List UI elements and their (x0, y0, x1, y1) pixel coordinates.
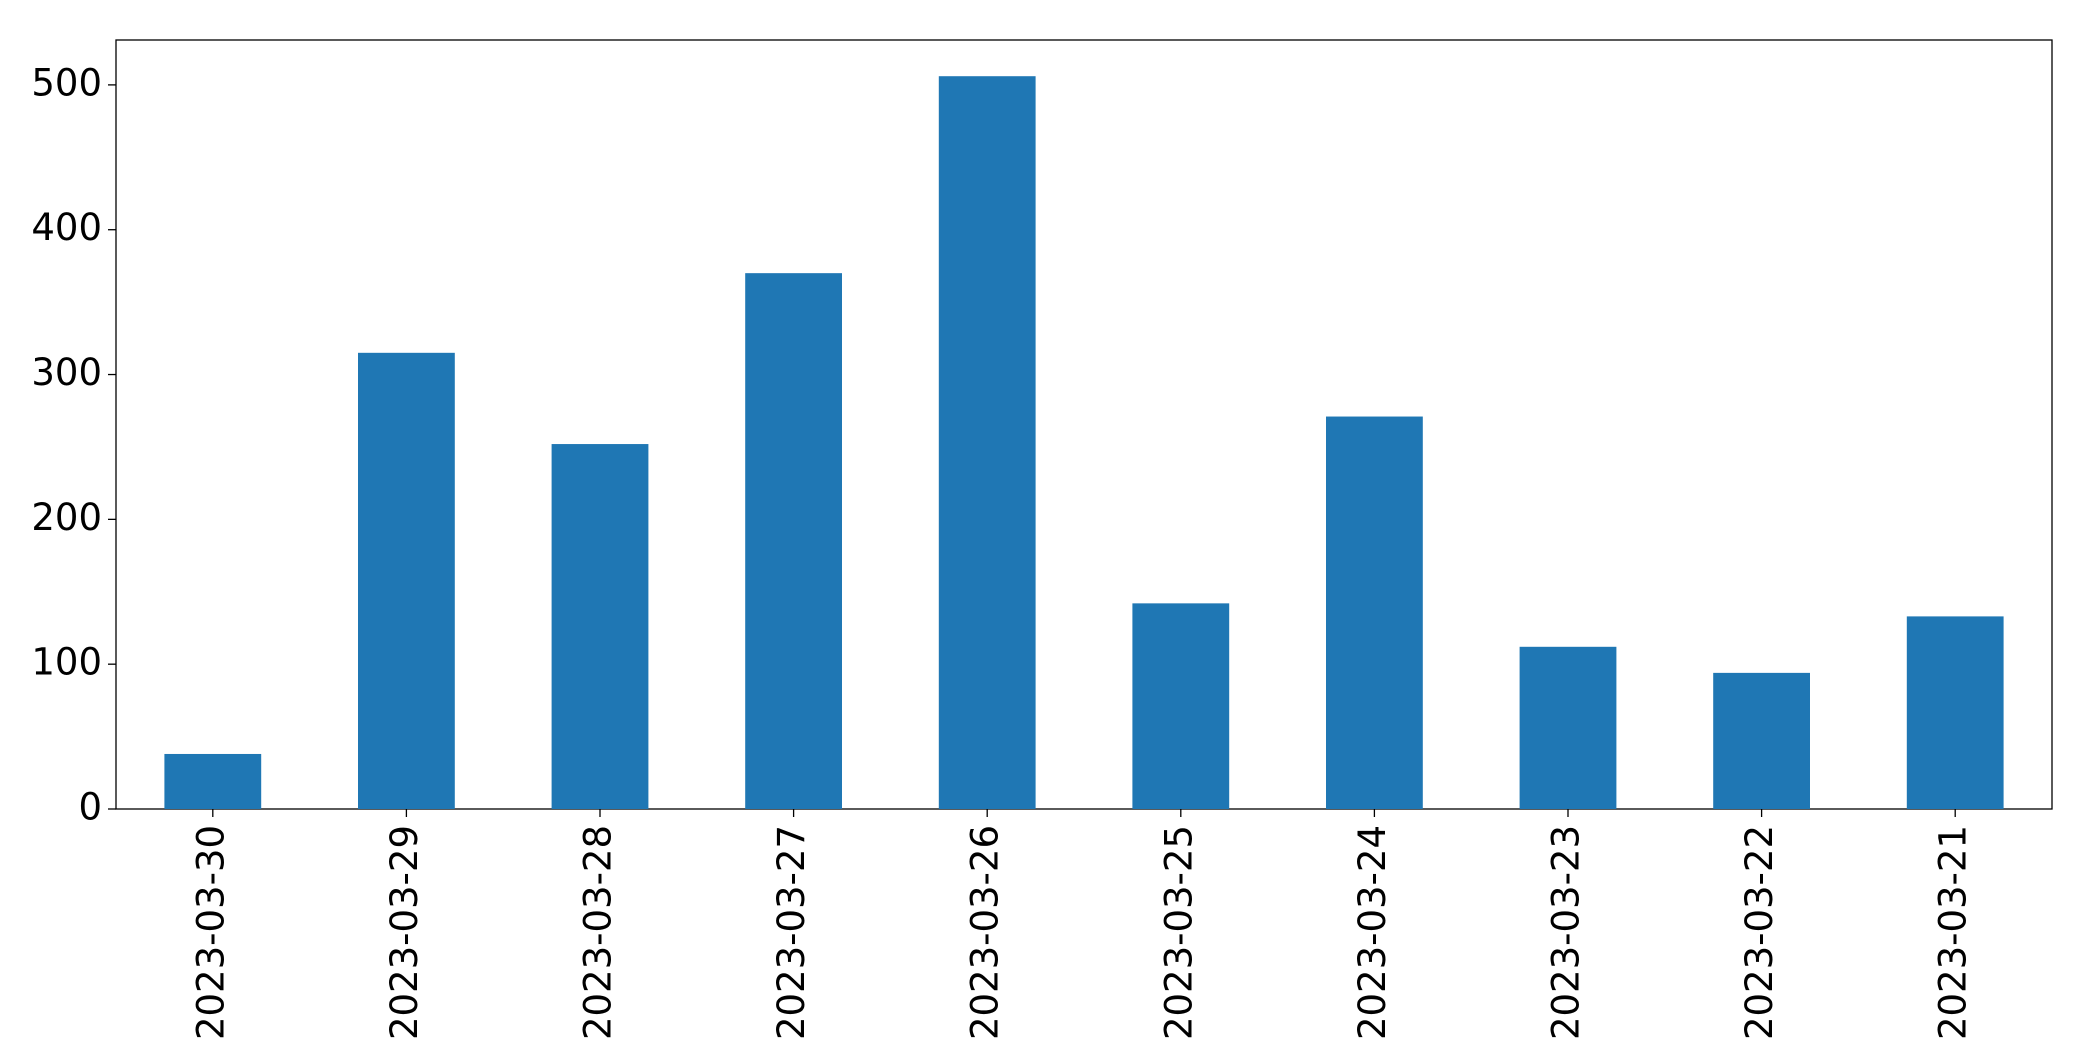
x-tick-label: 2023-03-30 (189, 825, 232, 1040)
bar (358, 352, 455, 809)
x-tick-label: 2023-03-26 (964, 825, 1007, 1040)
y-tick-label: 0 (78, 786, 102, 829)
y-tick-label: 100 (31, 641, 102, 684)
bar (1713, 672, 1810, 809)
x-tick-label: 2023-03-27 (770, 825, 813, 1040)
bar (745, 273, 842, 809)
bar (551, 444, 649, 809)
y-tick-label: 500 (31, 61, 102, 104)
x-tick-label: 2023-03-28 (577, 825, 620, 1040)
y-tick-label: 400 (31, 206, 102, 249)
x-tick-label: 2023-03-29 (383, 825, 426, 1040)
x-tick-label: 2023-03-25 (1157, 825, 1200, 1040)
bar (1906, 616, 2004, 809)
bar (1132, 603, 1230, 809)
x-tick-label: 2023-03-23 (1545, 825, 1588, 1040)
bar (938, 76, 1036, 810)
y-tick-label: 300 (31, 351, 102, 394)
bar (164, 753, 262, 809)
bar (1519, 646, 1617, 809)
x-tick-label: 2023-03-22 (1738, 825, 1781, 1040)
x-tick-label: 2023-03-24 (1351, 825, 1394, 1040)
plot-frame (115, 39, 2053, 810)
x-tick-label: 2023-03-21 (1932, 825, 1975, 1040)
bar (1326, 416, 1423, 809)
y-tick-label: 200 (31, 496, 102, 539)
